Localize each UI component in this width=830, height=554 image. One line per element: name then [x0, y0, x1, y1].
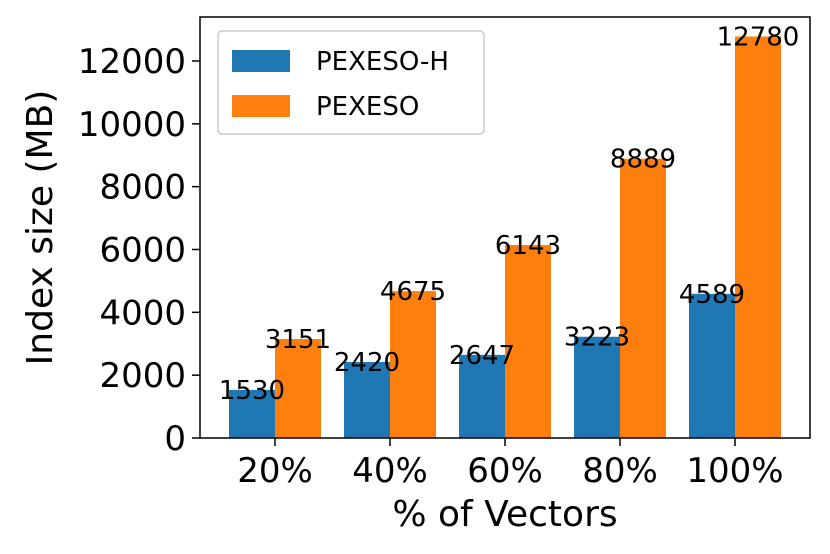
- bar-pexeso-h-80pct: [574, 336, 620, 438]
- y-axis-title: Index size (MB): [20, 90, 61, 366]
- y-tick-label: 0: [164, 419, 186, 459]
- data-label-pexeso-h-100pct: 4589: [679, 280, 745, 310]
- bar-pexeso-40pct: [390, 291, 436, 438]
- data-label-pexeso-40pct: 4675: [380, 277, 446, 307]
- legend-swatch-pexeso: [232, 95, 290, 117]
- bar-pexeso-h-40pct: [344, 361, 390, 438]
- y-tick-label: 4000: [99, 293, 186, 333]
- bar-pexeso-80pct: [620, 158, 666, 438]
- data-label-pexeso-80pct: 8889: [610, 145, 676, 175]
- y-tick-label: 8000: [99, 168, 186, 208]
- bars-group: [229, 36, 781, 439]
- bar-pexeso-20pct: [275, 339, 321, 438]
- data-label-pexeso-100pct: 12780: [717, 22, 800, 52]
- bar-pexeso-100pct: [735, 36, 781, 439]
- x-tick-label: 40%: [352, 451, 428, 491]
- x-tick-label: 60%: [467, 451, 543, 491]
- data-label-pexeso-h-40pct: 2420: [334, 348, 400, 378]
- legend-label-pexeso: PEXESO: [316, 92, 419, 122]
- data-label-pexeso-60pct: 6143: [495, 231, 561, 261]
- legend-swatch-pexeso-h: [232, 50, 290, 72]
- x-tick-label: 100%: [686, 451, 783, 491]
- x-axis: 20% 40% 60% 80% 100%: [237, 438, 784, 491]
- y-tick-label: 2000: [99, 356, 186, 396]
- bar-pexeso-60pct: [505, 244, 551, 438]
- data-label-pexeso-h-20pct: 1530: [219, 376, 285, 406]
- x-axis-title: % of Vectors: [392, 494, 617, 535]
- y-tick-label: 12000: [78, 42, 186, 82]
- y-axis: 0 2000 4000 6000 8000 10000 12000: [78, 42, 200, 459]
- data-label-pexeso-20pct: 3151: [265, 325, 331, 355]
- legend-label-pexeso-h: PEXESO-H: [316, 47, 449, 77]
- bar-pexeso-h-20pct: [229, 389, 275, 438]
- y-tick-label: 10000: [78, 105, 186, 145]
- y-tick-label: 6000: [99, 230, 186, 270]
- x-tick-label: 80%: [582, 451, 658, 491]
- data-labels-group: 1530 2420 2647 3223 4589 3151 4675 6143 8889 1278…: [219, 22, 799, 405]
- data-label-pexeso-h-80pct: 3223: [564, 323, 630, 353]
- bar-pexeso-h-100pct: [689, 293, 735, 438]
- data-label-pexeso-h-60pct: 2647: [449, 341, 515, 371]
- bar-pexeso-h-60pct: [459, 354, 505, 438]
- x-tick-label: 20%: [237, 451, 313, 491]
- legend: PEXESO-H PEXESO: [217, 30, 485, 135]
